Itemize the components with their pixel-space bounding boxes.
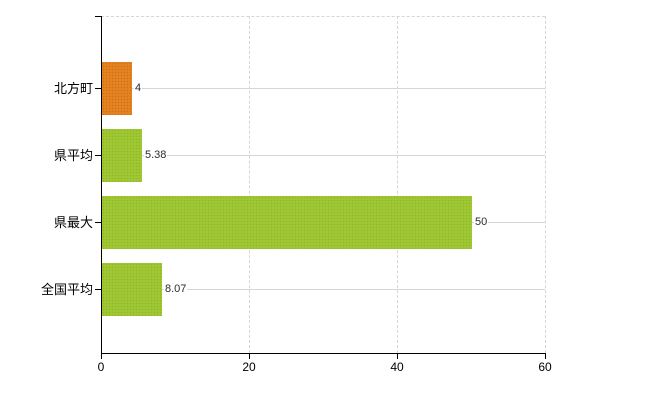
y-axis bbox=[101, 16, 102, 354]
x-axis-tick bbox=[249, 354, 250, 359]
y-axis-tick bbox=[95, 155, 101, 156]
vertical-gridline bbox=[249, 16, 250, 353]
bar-2 bbox=[102, 129, 142, 182]
category-label: 北方町 bbox=[53, 81, 93, 96]
x-tick-label: 0 bbox=[97, 360, 105, 374]
category-label: 全国平均 bbox=[40, 282, 93, 297]
value-label: 50 bbox=[474, 216, 489, 229]
x-tick-label: 40 bbox=[390, 360, 404, 374]
bar-4 bbox=[102, 263, 162, 316]
x-axis-tick bbox=[545, 354, 546, 359]
y-axis-tick bbox=[95, 289, 101, 290]
value-label: 8.07 bbox=[164, 283, 188, 296]
x-tick-label: 60 bbox=[538, 360, 552, 374]
x-axis bbox=[101, 353, 546, 354]
category-label: 県平均 bbox=[53, 148, 93, 163]
plot-top-border bbox=[101, 16, 545, 17]
x-axis-tick bbox=[397, 354, 398, 359]
category-label: 県最大 bbox=[53, 215, 93, 230]
bar-1 bbox=[102, 62, 132, 115]
vertical-gridline bbox=[545, 16, 546, 353]
x-tick-label: 20 bbox=[242, 360, 256, 374]
x-axis-tick bbox=[101, 354, 102, 359]
horizontal-gridline bbox=[102, 88, 545, 89]
bar-3 bbox=[102, 196, 472, 249]
horizontal-gridline bbox=[102, 289, 545, 290]
vertical-gridline bbox=[397, 16, 398, 353]
y-axis-tick bbox=[95, 222, 101, 223]
value-label: 4 bbox=[134, 82, 143, 95]
horizontal-gridline bbox=[102, 155, 545, 156]
value-label: 5.38 bbox=[144, 149, 168, 162]
y-axis-tick bbox=[95, 88, 101, 89]
y-axis-top-tick bbox=[95, 16, 101, 17]
